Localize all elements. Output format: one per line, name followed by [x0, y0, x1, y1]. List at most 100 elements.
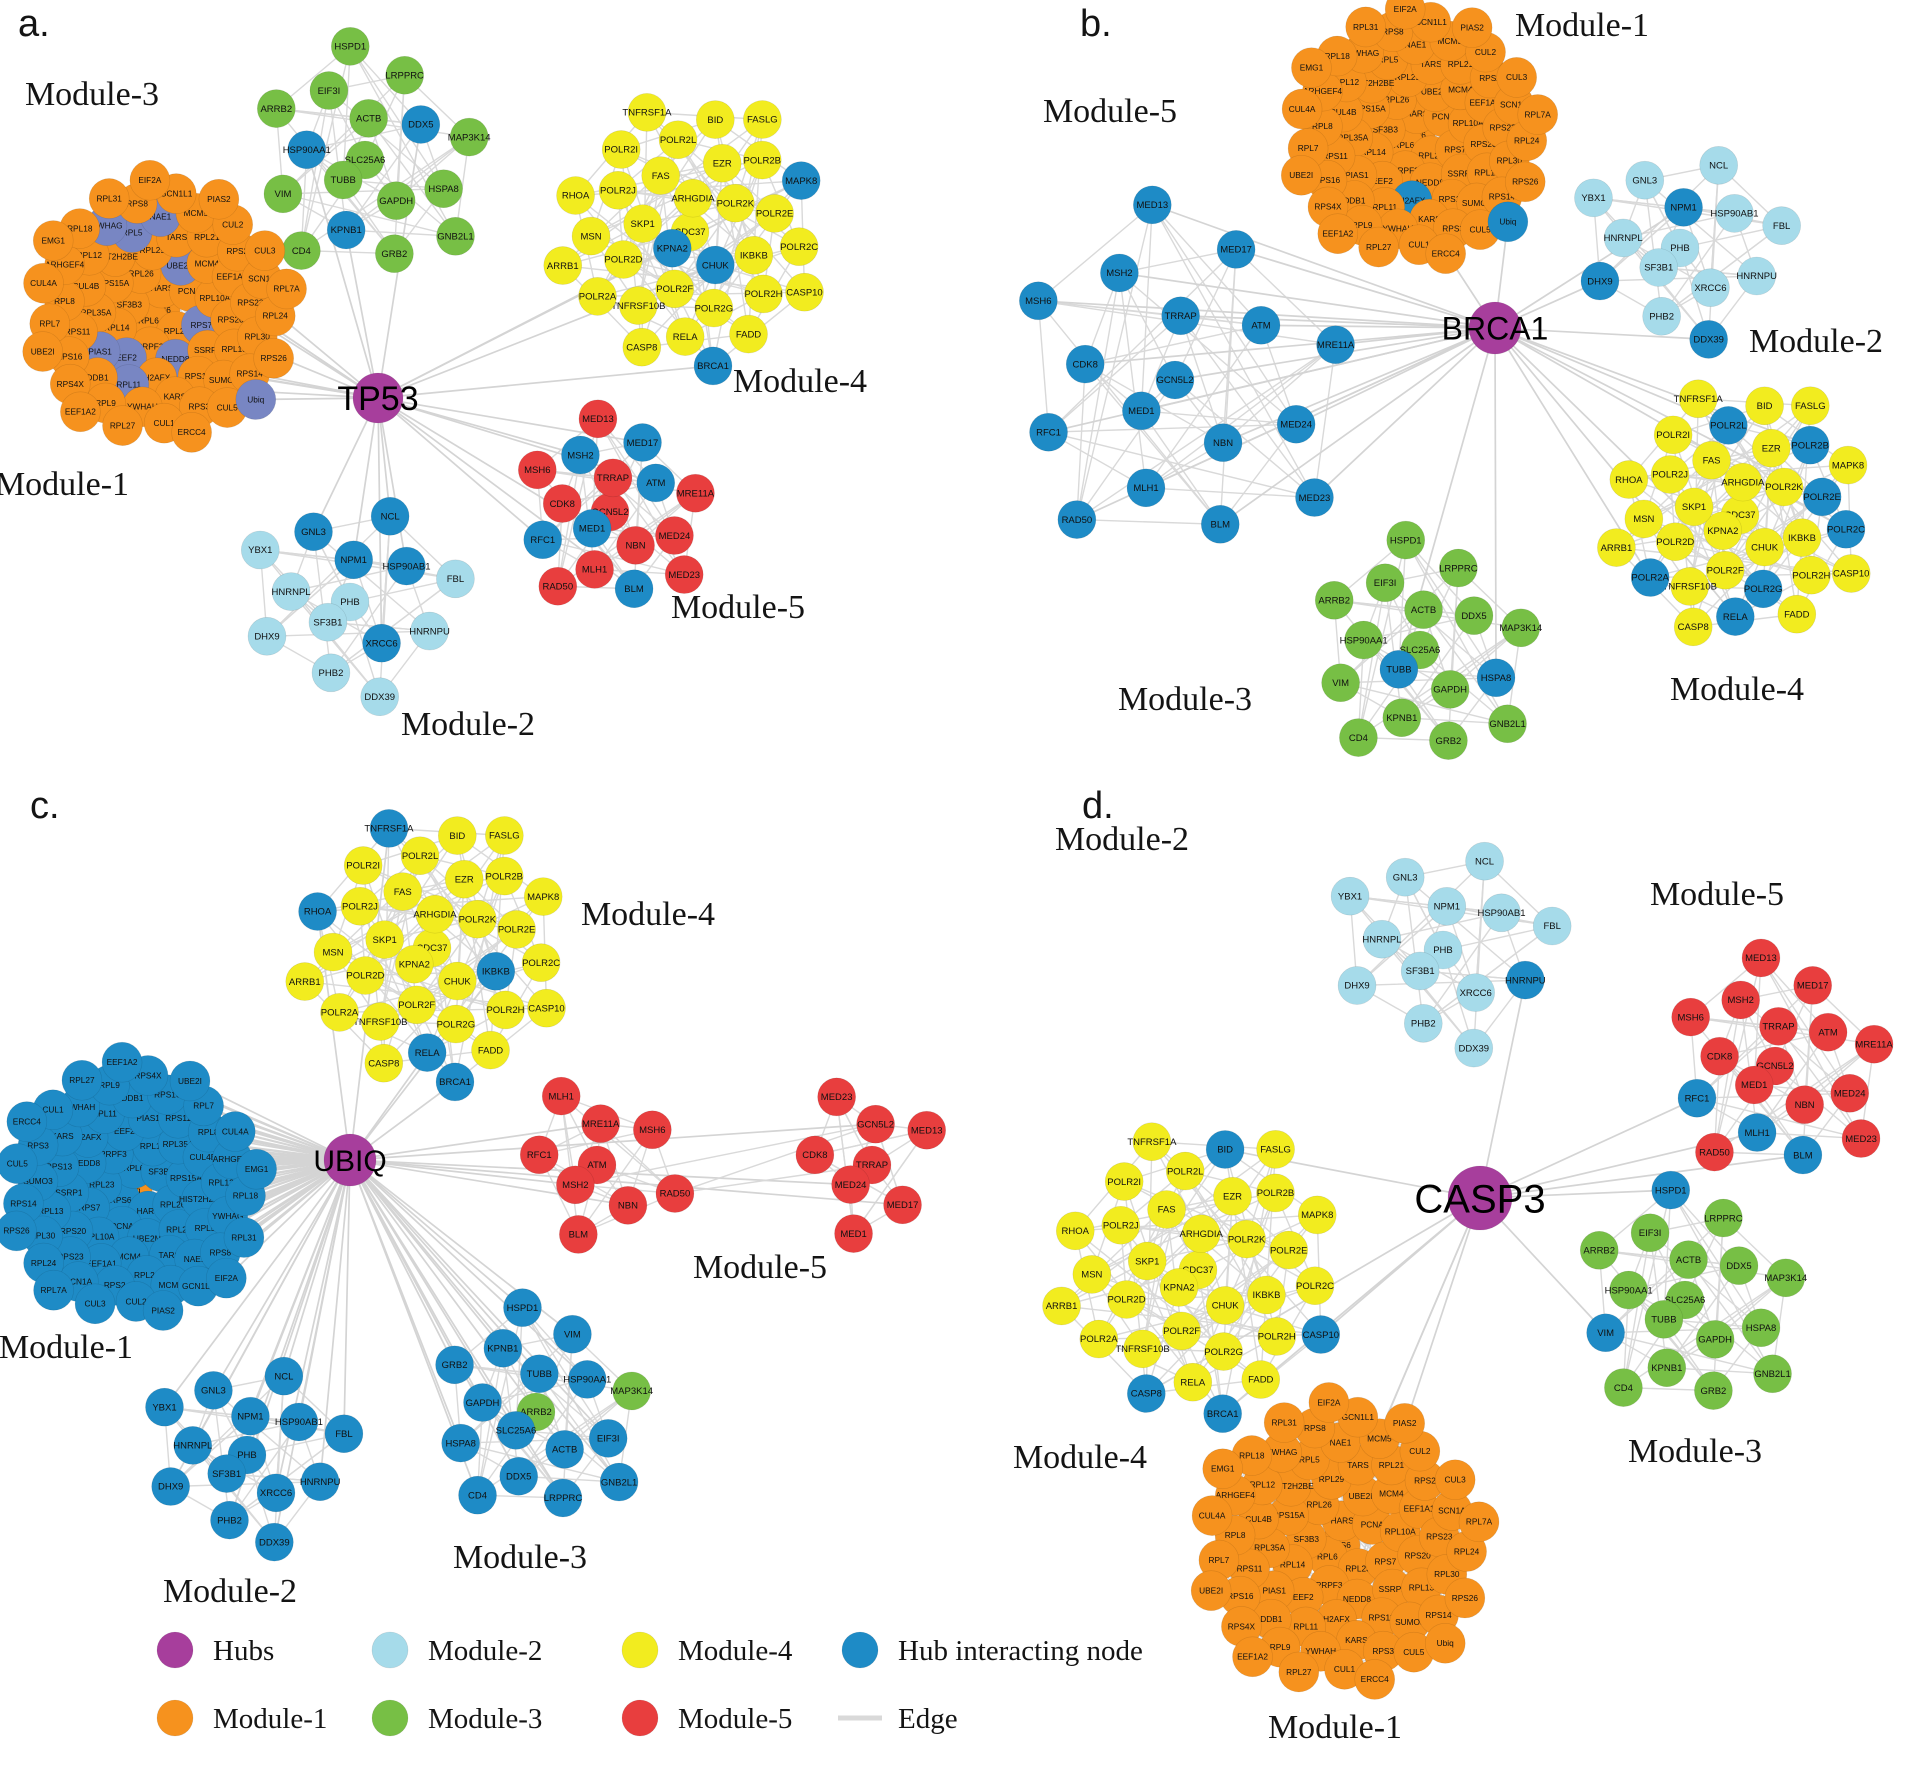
node-MED24[interactable]: MED24 — [1830, 1073, 1870, 1113]
node-POLR2L[interactable]: POLR2L — [400, 836, 440, 876]
node-SF3B1[interactable]: SF3B1 — [308, 602, 348, 642]
node-RPS26[interactable]: RPS26 — [253, 337, 294, 379]
node-MSH2[interactable]: MSH2 — [1100, 253, 1139, 293]
node-POLR2B[interactable]: POLR2B — [1790, 425, 1830, 465]
node-POLR2F[interactable]: POLR2F — [397, 985, 437, 1025]
node-PHB2[interactable]: PHB2 — [1403, 1004, 1443, 1043]
node-POLR2D[interactable]: POLR2D — [604, 240, 643, 279]
node-HSP90AB1[interactable]: HSP90AB1 — [382, 546, 431, 586]
node-HSPA8[interactable]: HSPA8 — [1741, 1308, 1781, 1348]
node-MED23[interactable]: MED23 — [817, 1077, 856, 1117]
hub-node-UBIQ[interactable]: UBIQ — [313, 1133, 387, 1187]
node-POLR2F[interactable]: POLR2F — [655, 269, 695, 309]
node-FAS[interactable]: FAS — [641, 156, 681, 195]
node-ACTB[interactable]: ACTB — [1404, 590, 1443, 629]
node-DDX5[interactable]: DDX5 — [401, 105, 441, 144]
node-RPL31[interactable]: RPL31 — [223, 1217, 265, 1258]
node-CASP8[interactable]: CASP8 — [1673, 607, 1713, 647]
node-RFC1[interactable]: RFC1 — [523, 520, 563, 560]
node-SKP1[interactable]: SKP1 — [1674, 487, 1714, 527]
node-CHUK[interactable]: CHUK — [1205, 1286, 1245, 1325]
node-ARRB2[interactable]: ARRB2 — [1314, 580, 1354, 620]
node-FASLG[interactable]: FASLG — [485, 816, 524, 855]
node-CUL4A[interactable]: CUL4A — [1281, 88, 1323, 130]
node-XRCC6[interactable]: XRCC6 — [1456, 973, 1495, 1012]
node-CUL4A[interactable]: CUL4A — [214, 1111, 256, 1152]
node-MED17[interactable]: MED17 — [883, 1185, 922, 1225]
hub-node-TP53[interactable]: TP53 — [337, 372, 419, 424]
node-RHOA[interactable]: RHOA — [1055, 1211, 1095, 1251]
node-RPL7A[interactable]: RPL7A — [33, 1269, 74, 1311]
node-MLH1[interactable]: MLH1 — [541, 1076, 581, 1116]
node-DDX39[interactable]: DDX39 — [1454, 1028, 1494, 1068]
node-CD4[interactable]: CD4 — [458, 1475, 497, 1515]
node-TUBB[interactable]: TUBB — [1379, 650, 1419, 689]
node-GRB2[interactable]: GRB2 — [1429, 721, 1468, 760]
node-Ubiq[interactable]: Ubiq — [1424, 1622, 1466, 1664]
node-XRCC6[interactable]: XRCC6 — [362, 623, 401, 663]
node-NCL[interactable]: NCL — [370, 496, 410, 536]
node-POLR2J[interactable]: POLR2J — [340, 886, 380, 926]
node-EIF2A[interactable]: EIF2A — [1308, 1382, 1350, 1423]
node-EIF3I[interactable]: EIF3I — [1365, 563, 1405, 603]
node-UBE2I[interactable]: UBE2I — [1280, 154, 1322, 196]
node-HNRNPL[interactable]: HNRNPL — [1362, 919, 1401, 959]
node-RAD50[interactable]: RAD50 — [1695, 1132, 1734, 1172]
node-ARRB2[interactable]: ARRB2 — [1579, 1230, 1619, 1270]
node-POLR2L[interactable]: POLR2L — [658, 120, 698, 160]
node-KPNB1[interactable]: KPNB1 — [483, 1328, 523, 1368]
node-SF3B1[interactable]: SF3B1 — [1400, 951, 1440, 991]
node-CUL5[interactable]: CUL5 — [0, 1143, 38, 1184]
node-POLR2K[interactable]: POLR2K — [1764, 467, 1803, 507]
node-ARRB1[interactable]: ARRB1 — [1597, 528, 1636, 567]
node-EIF3I[interactable]: EIF3I — [1630, 1213, 1670, 1253]
node-EMG1[interactable]: EMG1 — [32, 220, 74, 261]
node-BRCA1[interactable]: BRCA1 — [693, 346, 733, 386]
node-POLR2A[interactable]: POLR2A — [1079, 1319, 1118, 1359]
node-HNRNPU[interactable]: HNRNPU — [409, 611, 450, 651]
node-DHX9[interactable]: DHX9 — [247, 616, 287, 656]
node-PIAS2[interactable]: PIAS2 — [1384, 1403, 1425, 1444]
node-MED13[interactable]: MED13 — [578, 399, 618, 439]
node-RAD50[interactable]: RAD50 — [538, 566, 578, 606]
node-CDK8[interactable]: CDK8 — [542, 484, 582, 523]
node-MED1[interactable]: MED1 — [1734, 1065, 1774, 1105]
node-RFC1[interactable]: RFC1 — [519, 1135, 559, 1175]
node-EMG1[interactable]: EMG1 — [1202, 1448, 1244, 1490]
node-HSPD1[interactable]: HSPD1 — [1386, 520, 1426, 560]
node-RPL27[interactable]: RPL27 — [102, 405, 143, 446]
node-MED13[interactable]: MED13 — [907, 1110, 946, 1150]
node-POLR2J[interactable]: POLR2J — [1650, 455, 1690, 494]
node-SF3B1[interactable]: SF3B1 — [207, 1454, 247, 1493]
node-MED17[interactable]: MED17 — [1216, 230, 1256, 269]
node-RPL27[interactable]: RPL27 — [1358, 226, 1399, 268]
node-EZR[interactable]: EZR — [702, 143, 742, 183]
node-MED1[interactable]: MED1 — [1122, 391, 1161, 431]
node-CHUK[interactable]: CHUK — [1745, 527, 1784, 567]
node-ERCC4[interactable]: ERCC4 — [6, 1101, 48, 1142]
node-POLR2B[interactable]: POLR2B — [1256, 1173, 1295, 1213]
node-HSPA8[interactable]: HSPA8 — [441, 1423, 480, 1463]
node-KPNB1[interactable]: KPNB1 — [326, 210, 366, 250]
node-TRRAP[interactable]: TRRAP — [593, 458, 633, 498]
node-CUL3[interactable]: CUL3 — [1434, 1459, 1476, 1501]
node-KPNB1[interactable]: KPNB1 — [1382, 698, 1422, 737]
node-POLR2F[interactable]: POLR2F — [1705, 550, 1745, 590]
node-DDX39[interactable]: DDX39 — [360, 677, 400, 717]
node-POLR2H[interactable]: POLR2H — [486, 990, 525, 1030]
node-NCL[interactable]: NCL — [264, 1356, 304, 1396]
node-XRCC6[interactable]: XRCC6 — [256, 1473, 296, 1513]
node-BID[interactable]: BID — [1205, 1130, 1245, 1169]
node-IKBKB[interactable]: IKBKB — [1247, 1275, 1286, 1315]
node-BLM[interactable]: BLM — [559, 1215, 598, 1254]
node-FASLG[interactable]: FASLG — [743, 100, 782, 139]
node-FBL[interactable]: FBL — [1532, 906, 1572, 946]
node-POLR2L[interactable]: POLR2L — [1165, 1151, 1205, 1191]
node-GRB2[interactable]: GRB2 — [375, 234, 414, 273]
node-TRRAP[interactable]: TRRAP — [1759, 1007, 1798, 1046]
node-POLR2I[interactable]: POLR2I — [343, 846, 383, 885]
node-MED24[interactable]: MED24 — [655, 516, 694, 555]
node-POLR2I[interactable]: POLR2I — [1104, 1162, 1144, 1201]
node-FADD[interactable]: FADD — [1241, 1360, 1281, 1399]
node-MSH2[interactable]: MSH2 — [561, 435, 600, 475]
